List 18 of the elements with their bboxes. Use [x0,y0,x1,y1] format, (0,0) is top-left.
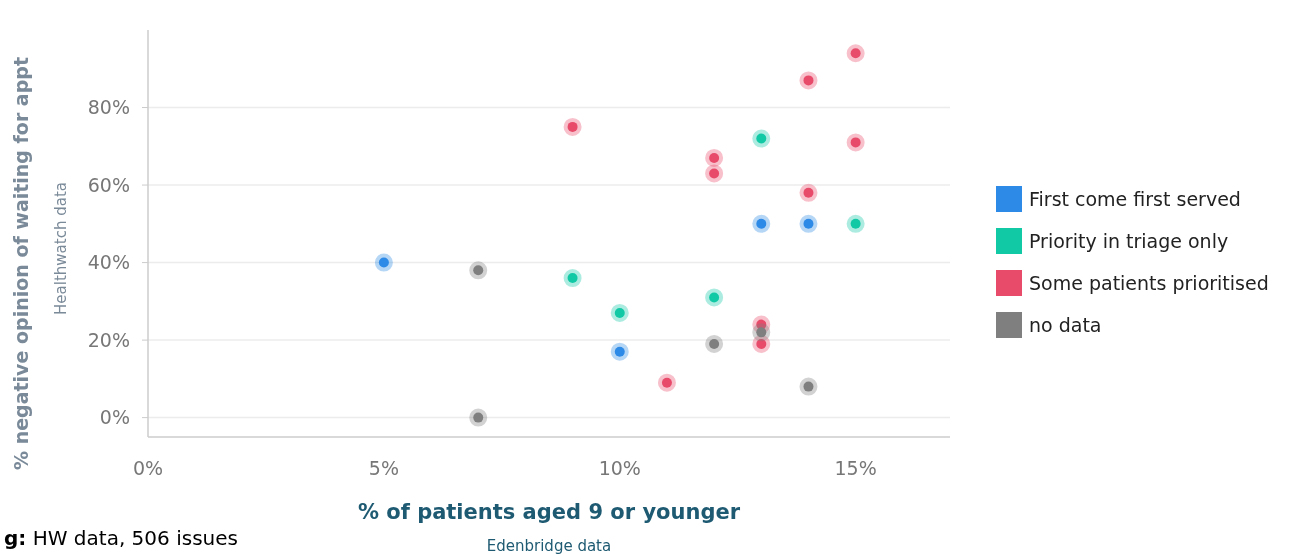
legend-label: Some patients prioritised [1029,271,1269,294]
text: Healthwatch data [52,182,70,315]
x-axis-title: % of patients aged 9 or younger [357,500,741,524]
x-tick-label: 5% [368,457,399,479]
y-tick-label: 60% [87,173,130,196]
y-tick-label: 20% [87,328,130,351]
x-tick-label: 10% [598,457,641,479]
y-tick-label: 80% [87,96,130,119]
x-tick-label: 15% [834,457,877,479]
x-tick-label: 0% [132,457,164,479]
y-axis-title: % negative opinion of waiting for appt [10,57,32,470]
text: g: HW data, 506 issues [4,526,238,550]
legend-label: First come first served [1029,187,1241,210]
text: Edenbridge data [486,537,612,555]
y-tick-label: 40% [87,251,130,274]
y-tick-label: 0% [99,406,130,429]
legend-label: Priority in triage only [1029,229,1229,252]
legend-label: no data [1029,313,1102,336]
